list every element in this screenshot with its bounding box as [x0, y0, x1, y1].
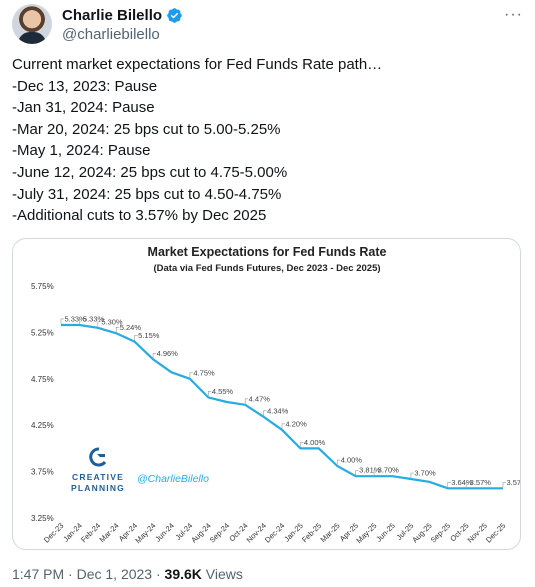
x-axis: Dec-23Jan-24Feb-24Mar-24Apr-24May-24Jun-…: [42, 521, 507, 545]
data-label-leader: [115, 327, 120, 333]
tweet-time[interactable]: 1:47 PM: [12, 566, 65, 582]
data-label: 5.24%: [120, 323, 142, 332]
views-label: Views: [201, 566, 243, 582]
data-label: 3.64%: [451, 478, 473, 487]
data-label-leader: [79, 318, 83, 324]
logo-line1: CREATIVE: [72, 472, 124, 482]
creative-planning-logo: CREATIVE PLANNING @CharlieBilello: [71, 447, 209, 493]
data-label: 3.70%: [414, 469, 436, 478]
meta-separator: ·: [64, 566, 77, 582]
data-labels: 5.33%5.33%5.30%5.24%5.15%4.96%4.75%4.55%…: [60, 314, 522, 488]
data-label: 3.57%: [507, 478, 522, 487]
x-tick-label: Sep-25: [429, 521, 452, 544]
tweet-line: Current market expectations for Fed Fund…: [12, 56, 383, 73]
x-tick-label: Feb-24: [79, 521, 102, 544]
data-label-leader: [447, 482, 451, 488]
data-label-leader: [60, 318, 64, 324]
meta-separator: ·: [152, 566, 165, 582]
tweet-line: -Dec 13, 2023: Pause: [12, 77, 158, 95]
tweet-media-chart[interactable]: Market Expectations for Fed Funds Rate (…: [12, 238, 521, 550]
data-label-leader: [189, 372, 193, 378]
author-handle[interactable]: @charliebilello: [62, 26, 160, 43]
tweet-line: -Jan 31, 2024: Pause: [12, 99, 155, 117]
data-label: 4.55%: [212, 387, 234, 396]
chart-title: Market Expectations for Fed Funds Rate: [148, 245, 387, 259]
x-tick-label: Dec-24: [263, 521, 286, 544]
data-label: 5.15%: [138, 331, 160, 340]
data-label: 5.33%: [65, 314, 87, 323]
data-label: 3.57%: [470, 478, 492, 487]
tweet-text: Current market expectations for Fed Fund…: [12, 54, 523, 227]
data-label-leader: [502, 482, 506, 488]
tweet-meta: 1:47 PM · Dec 1, 2023 · 39.6K Views: [12, 566, 243, 582]
data-label-leader: [410, 472, 414, 479]
y-axis: 5.75% 5.25% 4.75% 4.25% 3.75% 3.25%: [31, 282, 54, 523]
y-tick-label: 5.75%: [31, 282, 54, 291]
data-label-leader: [97, 321, 101, 327]
more-options-icon[interactable]: ···: [504, 6, 523, 23]
y-tick-label: 4.75%: [31, 375, 54, 384]
x-tick-label: Feb-25: [300, 521, 323, 544]
verified-badge-icon: [167, 8, 182, 23]
creative-planning-logo-icon: [89, 447, 107, 467]
tweet-header: Charlie Bilello @charliebilello ···: [12, 4, 523, 46]
data-label: 4.00%: [304, 438, 326, 447]
y-tick-label: 3.25%: [31, 514, 54, 523]
data-label: 3.70%: [378, 466, 400, 475]
tweet-line: -July 31, 2024: 25 bps cut to 4.50-4.75%: [12, 185, 282, 203]
x-tick-label: Mar-24: [97, 521, 120, 544]
x-tick-label: May-24: [133, 521, 157, 545]
series-line: [61, 323, 503, 490]
data-label: 5.30%: [101, 317, 123, 326]
data-label: 4.96%: [157, 349, 179, 358]
data-label: 5.33%: [83, 314, 105, 323]
watermark-handle: @CharlieBilello: [137, 473, 209, 485]
views-count: 39.6K: [164, 566, 202, 582]
x-tick-label: Dec-25: [484, 521, 507, 544]
data-label: 4.47%: [249, 394, 271, 403]
tweet-line: -Mar 20, 2024: 25 bps cut to 5.00-5.25%: [12, 120, 281, 138]
x-tick-label: Dec-23: [42, 521, 65, 544]
data-label-leader: [336, 459, 341, 466]
tweet-line: -May 1, 2024: Pause: [12, 142, 151, 160]
data-label: 4.00%: [341, 456, 363, 465]
data-label-leader: [134, 335, 138, 341]
y-tick-label: 5.25%: [31, 328, 54, 337]
chart-subtitle: (Data via Fed Funds Futures, Dec 2023 - …: [153, 263, 380, 274]
data-label: 3.81%: [359, 466, 381, 475]
data-label-leader: [281, 423, 285, 429]
x-tick-label: Jun-25: [374, 521, 397, 544]
x-tick-label: Sep-24: [208, 521, 231, 544]
data-label-leader: [152, 353, 157, 359]
x-tick-label: Jun-24: [153, 521, 176, 544]
logo-line2: PLANNING: [71, 483, 125, 493]
tweet-line: -June 12, 2024: 25 bps cut to 4.75-5.00%: [12, 163, 288, 181]
x-tick-label: May-25: [354, 521, 378, 545]
data-label-leader: [300, 442, 304, 448]
y-tick-label: 3.75%: [31, 468, 54, 477]
data-label-leader: [355, 469, 359, 476]
tweet-date[interactable]: Dec 1, 2023: [76, 566, 153, 582]
data-label-leader: [373, 469, 378, 476]
data-label-leader: [208, 391, 212, 397]
y-tick-label: 4.25%: [31, 421, 54, 430]
data-label-leader: [263, 410, 267, 416]
data-label: 4.20%: [286, 419, 308, 428]
data-label: 4.34%: [267, 406, 289, 415]
data-label-leader: [465, 482, 470, 488]
line-chart: Market Expectations for Fed Funds Rate (…: [31, 245, 522, 545]
author-display-name[interactable]: Charlie Bilello: [62, 7, 163, 24]
avatar[interactable]: [12, 4, 52, 44]
author-name-row: Charlie Bilello: [62, 7, 183, 24]
tweet-line: -Additional cuts to 3.57% by Dec 2025: [12, 207, 267, 225]
data-label: 4.75%: [193, 368, 215, 377]
x-tick-label: Mar-25: [318, 521, 341, 544]
data-label-leader: [244, 398, 249, 404]
